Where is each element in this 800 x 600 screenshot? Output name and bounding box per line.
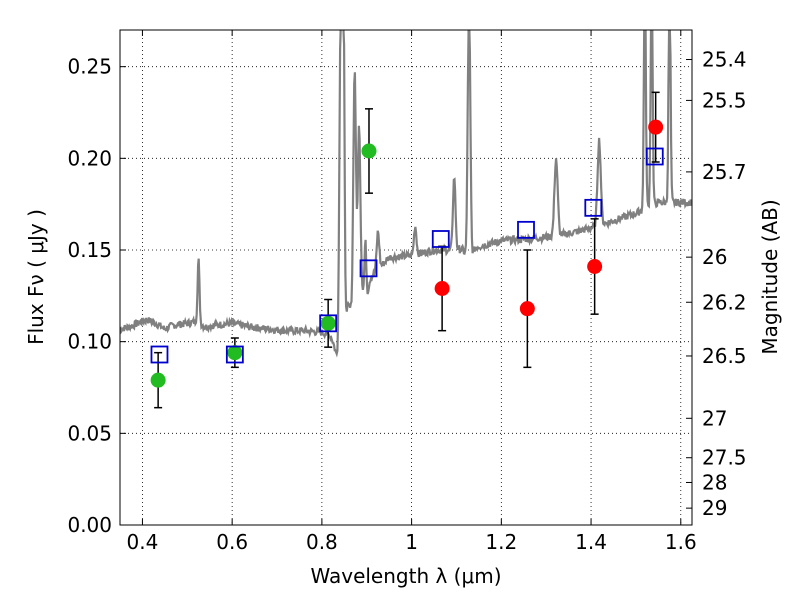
data-point-green (227, 345, 243, 361)
data-point-red (587, 259, 603, 274)
x-tick-label: 0.4 (127, 530, 159, 554)
x-axis-title: Wavelength λ (μm) (310, 564, 501, 588)
data-point-green (150, 372, 166, 388)
data-point-green (361, 143, 377, 159)
x-tick-label: 1 (405, 530, 418, 554)
x-tick-label: 1.2 (485, 530, 517, 554)
y2-tick-label: 28 (702, 470, 727, 494)
y2-tick-label: 26.5 (702, 344, 747, 368)
y-tick-label: 0.15 (67, 238, 112, 262)
x-axis-ticks: 0.4 0.6 0.8 1 1.2 1.4 1.6 (127, 30, 697, 554)
data-point-green (320, 315, 336, 331)
model-band-square (225, 345, 244, 364)
y2-tick-label: 25.4 (702, 48, 747, 72)
x-tick-label: 1.6 (665, 530, 697, 554)
x-tick-label: 0.6 (216, 530, 248, 554)
y2-axis-title: Magnitude (AB) (758, 199, 782, 354)
model-band-square (319, 314, 338, 333)
y-tick-label: 0.10 (67, 330, 112, 354)
y2-tick-label: 26.2 (702, 290, 747, 314)
model-band-square (359, 259, 378, 278)
y-tick-label: 0.05 (67, 421, 112, 445)
y-tick-label: 0.20 (67, 146, 112, 170)
data-point-red (434, 281, 450, 296)
plot-frame (119, 29, 693, 526)
y2-tick-label: 25.5 (702, 88, 747, 112)
spectrum-layer (120, 30, 692, 358)
y2-tick-label: 26 (702, 245, 727, 269)
y-tick-label: 0.00 (67, 513, 112, 537)
y2-tick-label: 29 (702, 496, 727, 520)
model-band-square (584, 198, 603, 217)
model-band-square (431, 230, 450, 248)
model-band-square (150, 345, 169, 364)
y-axis-title: Flux Fν ( μJy ) (24, 209, 48, 345)
y-axis-ticks: 0.00 0.05 0.10 0.15 0.20 0.25 (67, 55, 126, 537)
x-tick-label: 0.8 (306, 530, 338, 554)
error-bars (154, 91, 660, 409)
grid-lines (120, 30, 692, 526)
y-tick-label: 0.25 (67, 55, 112, 79)
model-band-square (645, 147, 664, 166)
model-band-square (517, 220, 535, 239)
data-point-red (519, 301, 535, 317)
data-points (150, 119, 664, 388)
y2-tick-label: 25.7 (702, 160, 747, 184)
y2-tick-label: 27 (702, 406, 727, 430)
model-spectrum-line (120, 30, 692, 358)
data-point-red (648, 119, 664, 135)
x-tick-label: 1.4 (575, 530, 607, 554)
y2-tick-label: 27.5 (702, 446, 747, 470)
